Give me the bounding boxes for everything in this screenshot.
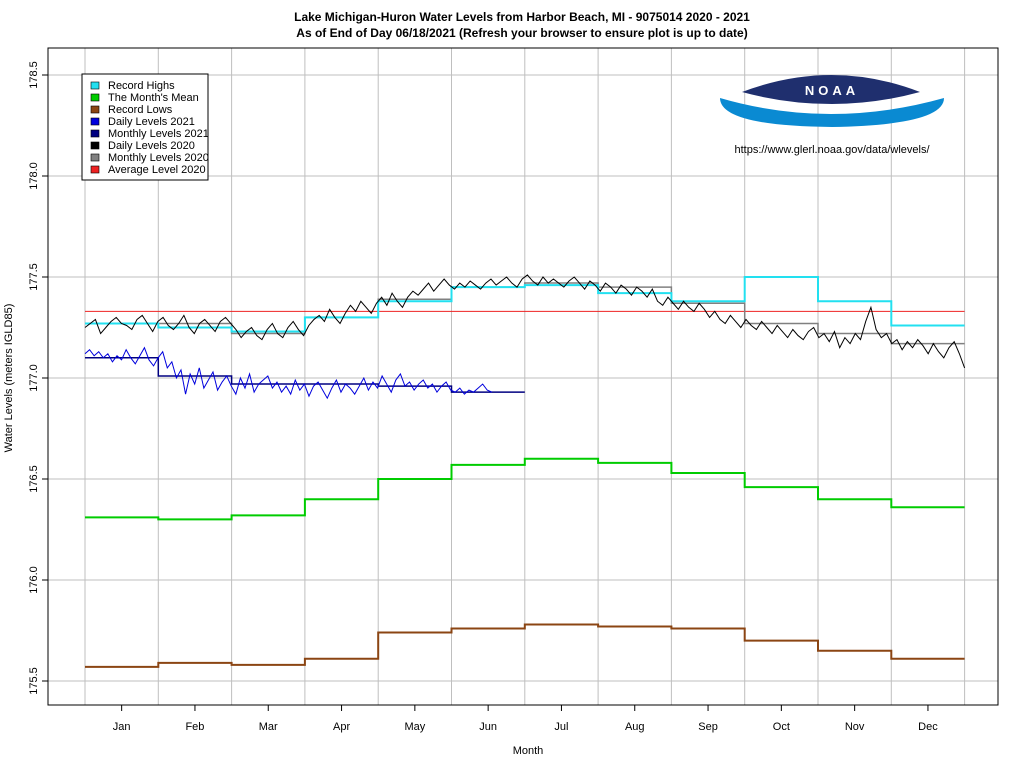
legend-label: Average Level 2020 — [108, 164, 206, 176]
legend-swatch — [90, 117, 100, 126]
legend-label: Daily Levels 2020 — [108, 140, 195, 152]
x-tick-label: Jun — [479, 721, 497, 733]
y-axis-title: Water Levels (meters IGLD85) — [3, 304, 15, 453]
x-tick-label: Jul — [554, 721, 568, 733]
logo-wave — [720, 98, 944, 127]
legend-swatch — [90, 153, 100, 162]
y-tick-label: 176.5 — [28, 465, 40, 493]
monthly-levels-2020-line — [85, 282, 965, 345]
x-axis-title: Month — [513, 745, 544, 757]
legend-swatch — [90, 165, 100, 174]
x-tick-label: Jan — [113, 721, 131, 733]
y-tick-label: 178.0 — [28, 162, 40, 190]
plot-frame — [47, 47, 999, 706]
legend-label: Monthly Levels 2020 — [108, 152, 209, 164]
x-tick-label: May — [404, 721, 425, 733]
logo-band — [742, 75, 920, 104]
legend-swatch — [90, 81, 100, 90]
y-tick-label: 178.5 — [28, 61, 40, 89]
y-tick-label: 176.0 — [28, 566, 40, 594]
y-axis: 175.5 176.0 176.5 177.0 177.5 178.0 178.5 — [28, 61, 48, 695]
legend-label: Record Highs — [108, 80, 175, 92]
daily-levels-2021-line — [84, 346, 493, 400]
x-tick-label: Apr — [333, 721, 350, 733]
legend-swatch — [90, 105, 100, 114]
daily-levels-2020-line — [84, 274, 966, 369]
x-tick-label: Aug — [625, 721, 645, 733]
y-tick-label: 177.0 — [28, 364, 40, 392]
x-tick-label: Oct — [773, 721, 790, 733]
record-lows-line — [85, 623, 965, 668]
record-highs-line — [85, 276, 965, 333]
legend-label: The Month's Mean — [108, 92, 199, 104]
noaa-logo: NOAA — [720, 75, 944, 127]
x-tick-label: Feb — [185, 721, 204, 733]
source-url: https://www.glerl.noaa.gov/data/wlevels/ — [734, 144, 930, 156]
x-tick-label: Sep — [698, 721, 718, 733]
x-tick-label: Mar — [259, 721, 278, 733]
legend-label: Monthly Levels 2021 — [108, 128, 209, 140]
x-axis: Jan Feb Mar Apr May Jun Jul Aug Sep Oct Nov Dec — [113, 705, 938, 733]
series-layer — [84, 274, 966, 668]
chart-title: Lake Michigan-Huron Water Levels from Ha… — [294, 10, 750, 24]
legend-label: Daily Levels 2021 — [108, 116, 195, 128]
legend-swatch — [90, 129, 100, 138]
legend-box — [81, 73, 209, 181]
y-tick-label: 175.5 — [28, 667, 40, 695]
logo-text: NOAA — [805, 83, 859, 98]
x-tick-label: Dec — [918, 721, 938, 733]
legend-label: Record Lows — [108, 104, 173, 116]
legend-swatch — [90, 141, 100, 150]
x-tick-label: Nov — [845, 721, 865, 733]
month-mean-line — [85, 457, 965, 521]
y-tick-label: 177.5 — [28, 263, 40, 291]
legend-swatch — [90, 93, 100, 102]
chart-subtitle: As of End of Day 06/18/2021 (Refresh you… — [296, 26, 747, 40]
